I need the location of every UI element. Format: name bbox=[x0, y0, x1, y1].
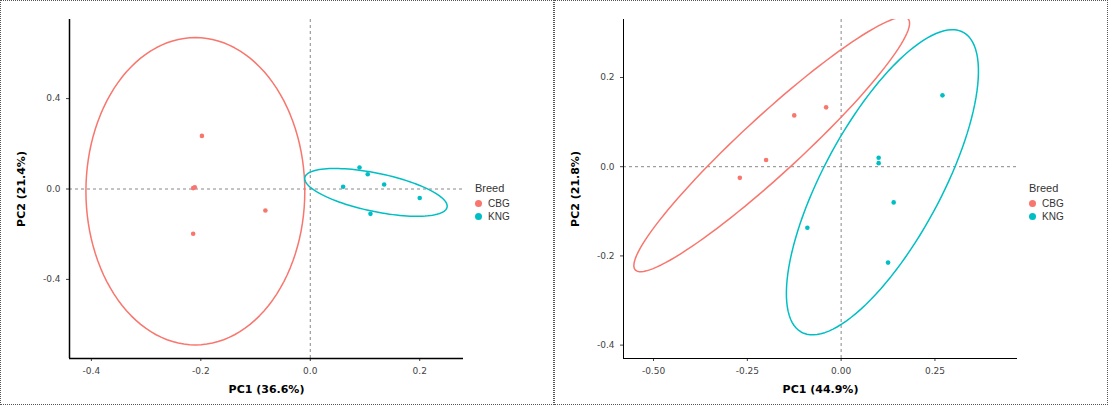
html-text:CBG: CBG bbox=[488, 197, 510, 209]
svg-text:0.0: 0.0 bbox=[600, 162, 615, 172]
svg-text:0.0: 0.0 bbox=[303, 366, 318, 376]
html-text:KNG: KNG bbox=[1042, 210, 1064, 222]
svg-text:-0.2: -0.2 bbox=[597, 251, 615, 261]
svg-text:PC2 (21.8%): PC2 (21.8%) bbox=[569, 151, 582, 227]
svg-text:0.4: 0.4 bbox=[46, 93, 61, 103]
html-text:CBG: CBG bbox=[1042, 197, 1064, 209]
svg-text:0.25: 0.25 bbox=[925, 366, 945, 376]
html-text:KNG: KNG bbox=[488, 210, 510, 222]
svg-text:0.2: 0.2 bbox=[413, 366, 427, 376]
svg-text:PC2 (21.4%): PC2 (21.4%) bbox=[15, 151, 28, 227]
svg-text:-0.4: -0.4 bbox=[83, 366, 101, 376]
svg-text:PC1 (36.6%): PC1 (36.6%) bbox=[229, 383, 305, 396]
svg-text:0.00: 0.00 bbox=[831, 366, 851, 376]
html-text:Breed: Breed bbox=[475, 181, 505, 194]
svg-text:0.2: 0.2 bbox=[600, 72, 614, 82]
svg-text:-0.2: -0.2 bbox=[192, 366, 210, 376]
svg-text:-0.50: -0.50 bbox=[642, 366, 666, 376]
svg-text:-0.25: -0.25 bbox=[736, 366, 759, 376]
svg-text:PC1 (44.9%): PC1 (44.9%) bbox=[783, 383, 859, 396]
html-text:Breed: Breed bbox=[1029, 181, 1059, 194]
svg-text:-0.4: -0.4 bbox=[43, 274, 61, 284]
svg-text:0.0: 0.0 bbox=[46, 184, 61, 194]
svg-text:-0.4: -0.4 bbox=[597, 340, 615, 350]
